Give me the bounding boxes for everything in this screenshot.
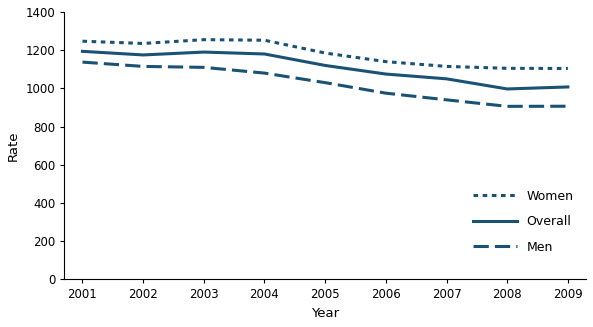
Legend: Women, Overall, Men: Women, Overall, Men (467, 183, 580, 260)
Y-axis label: Rate: Rate (7, 130, 20, 161)
X-axis label: Year: Year (311, 307, 339, 320)
